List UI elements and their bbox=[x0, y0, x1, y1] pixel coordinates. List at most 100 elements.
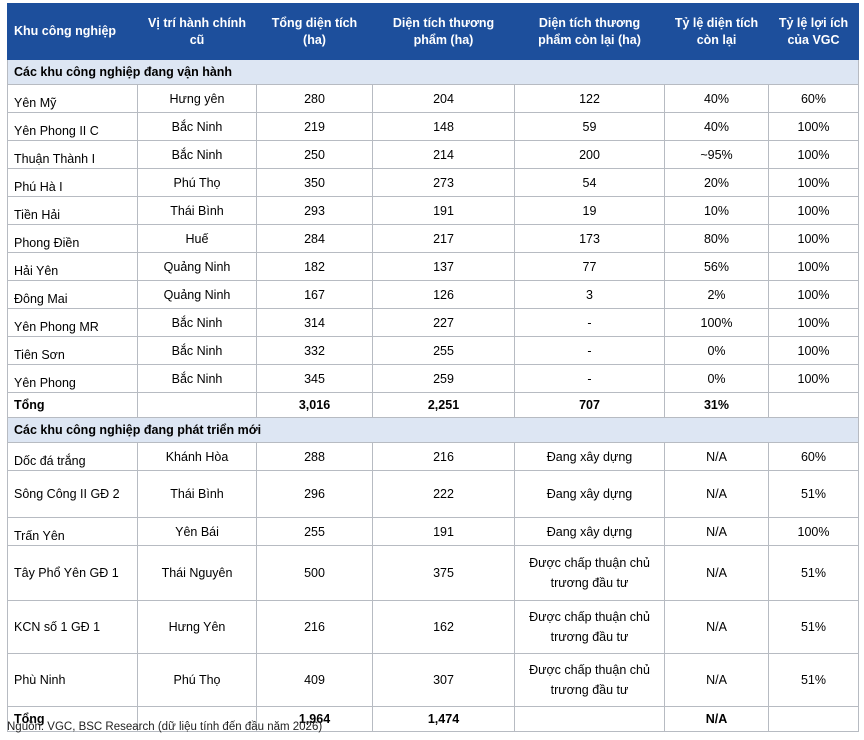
cell-location: Bắc Ninh bbox=[137, 364, 257, 393]
cell-remaining-ratio: 10% bbox=[664, 196, 769, 225]
table-row: KCN số 1 GĐ 1 Hưng Yên 216 162 Được chấp… bbox=[7, 600, 859, 654]
cell-vgc-interest: 100% bbox=[768, 224, 859, 253]
cell-remaining-area: 54 bbox=[514, 168, 665, 197]
cell-location: Quảng Ninh bbox=[137, 280, 257, 309]
table-row: Yên Phong Bắc Ninh 345 259 - 0% 100% bbox=[7, 364, 859, 393]
cell-total-area: 288 bbox=[256, 442, 373, 471]
cell-vgc-interest: 100% bbox=[768, 168, 859, 197]
industrial-park-table-container: Khu công nghiệp Vị trí hành chính cũ Tổn… bbox=[7, 3, 859, 732]
cell-location: Hưng yên bbox=[137, 84, 257, 113]
cell-total-area: 350 bbox=[256, 168, 373, 197]
cell-vgc-interest: 51% bbox=[768, 545, 859, 601]
cell-vgc-interest: 100% bbox=[768, 308, 859, 337]
cell-park-name: Yên Phong bbox=[7, 364, 138, 393]
cell-park-name: Sông Công II GĐ 2 bbox=[7, 470, 138, 518]
cell-commercial-area: 227 bbox=[372, 308, 515, 337]
section-operating-header: Các khu công nghiệp đang vận hành bbox=[7, 59, 859, 85]
cell-vgc-interest: 100% bbox=[768, 336, 859, 365]
cell-vgc-interest bbox=[768, 392, 859, 418]
cell-location: Hưng Yên bbox=[137, 600, 257, 654]
cell-commercial-area: 273 bbox=[372, 168, 515, 197]
cell-remaining-ratio: 0% bbox=[664, 336, 769, 365]
cell-park-name: Tiên Sơn bbox=[7, 336, 138, 365]
cell-park-name: Trấn Yên bbox=[7, 517, 138, 546]
cell-vgc-interest: 60% bbox=[768, 84, 859, 113]
section-title: Các khu công nghiệp đang phát triển mới bbox=[7, 417, 859, 443]
cell-remaining-area: 173 bbox=[514, 224, 665, 253]
cell-remaining-area: - bbox=[514, 336, 665, 365]
cell-total-area: 250 bbox=[256, 140, 373, 169]
cell-remaining-area: 3 bbox=[514, 280, 665, 309]
table-row: Phú Hà I Phú Thọ 350 273 54 20% 100% bbox=[7, 168, 859, 197]
header-vgc-interest: Tỷ lệ lợi ích của VGC bbox=[768, 3, 859, 60]
cell-location: Thái Bình bbox=[137, 196, 257, 225]
table-row: Dốc đá trắng Khánh Hòa 288 216 Đang xây … bbox=[7, 442, 859, 471]
cell-location: Huế bbox=[137, 224, 257, 253]
cell-total-area: 280 bbox=[256, 84, 373, 113]
table-row: Yên Phong II C Bắc Ninh 219 148 59 40% 1… bbox=[7, 112, 859, 141]
table-header: Khu công nghiệp Vị trí hành chính cũ Tổn… bbox=[7, 3, 859, 60]
cell-remaining-area: - bbox=[514, 308, 665, 337]
cell-park-name: Phú Hà I bbox=[7, 168, 138, 197]
cell-commercial-area: 148 bbox=[372, 112, 515, 141]
table-row: Phong Điền Huế 284 217 173 80% 100% bbox=[7, 224, 859, 253]
cell-total-area: 296 bbox=[256, 470, 373, 518]
cell-total-area: 255 bbox=[256, 517, 373, 546]
cell-vgc-interest bbox=[768, 706, 859, 732]
cell-remaining-ratio: N/A bbox=[664, 545, 769, 601]
table-row: Trấn Yên Yên Bái 255 191 Đang xây dựng N… bbox=[7, 517, 859, 546]
cell-location: Bắc Ninh bbox=[137, 112, 257, 141]
cell-commercial-area: 214 bbox=[372, 140, 515, 169]
cell-remaining-ratio: 40% bbox=[664, 112, 769, 141]
cell-remaining-ratio: N/A bbox=[664, 653, 769, 707]
cell-commercial-area: 255 bbox=[372, 336, 515, 365]
cell-remaining-area: 707 bbox=[514, 392, 665, 418]
cell-park-name: Phù Ninh bbox=[7, 653, 138, 707]
cell-remaining-ratio: N/A bbox=[664, 517, 769, 546]
cell-remaining-ratio: N/A bbox=[664, 442, 769, 471]
cell-total-area: 182 bbox=[256, 252, 373, 281]
cell-commercial-area: 137 bbox=[372, 252, 515, 281]
cell-remaining-area: Đang xây dựng bbox=[514, 517, 665, 546]
cell-vgc-interest: 51% bbox=[768, 653, 859, 707]
cell-remaining-area: Đang xây dựng bbox=[514, 470, 665, 518]
cell-park-name: Yên Phong MR bbox=[7, 308, 138, 337]
cell-total-area: 3,016 bbox=[256, 392, 373, 418]
cell-total-area: 167 bbox=[256, 280, 373, 309]
cell-commercial-area: 191 bbox=[372, 196, 515, 225]
cell-park-name: Thuận Thành I bbox=[7, 140, 138, 169]
cell-location: Bắc Ninh bbox=[137, 308, 257, 337]
cell-vgc-interest: 51% bbox=[768, 600, 859, 654]
cell-location: Phú Thọ bbox=[137, 653, 257, 707]
cell-remaining-ratio: N/A bbox=[664, 706, 769, 732]
cell-commercial-area: 216 bbox=[372, 442, 515, 471]
cell-remaining-area: 19 bbox=[514, 196, 665, 225]
cell-remaining-area: Được chấp thuận chủ trương đầu tư bbox=[514, 545, 665, 601]
cell-vgc-interest: 100% bbox=[768, 252, 859, 281]
cell-total-area: 314 bbox=[256, 308, 373, 337]
cell-total-area: 1,964 bbox=[256, 706, 373, 732]
cell-total-area: 332 bbox=[256, 336, 373, 365]
cell-remaining-ratio: 2% bbox=[664, 280, 769, 309]
header-location: Vị trí hành chính cũ bbox=[137, 3, 257, 60]
cell-remaining-ratio: 20% bbox=[664, 168, 769, 197]
table-row: Tây Phổ Yên GĐ 1 Thái Nguyên 500 375 Đượ… bbox=[7, 545, 859, 601]
cell-total-area: 293 bbox=[256, 196, 373, 225]
cell-park-name: Tây Phổ Yên GĐ 1 bbox=[7, 545, 138, 601]
cell-remaining-area: Được chấp thuận chủ trương đầu tư bbox=[514, 653, 665, 707]
cell-park-name: Dốc đá trắng bbox=[7, 442, 138, 471]
section-developing-header: Các khu công nghiệp đang phát triển mới bbox=[7, 417, 859, 443]
cell-total-area: 345 bbox=[256, 364, 373, 393]
cell-location: Phú Thọ bbox=[137, 168, 257, 197]
table-row: Sông Công II GĐ 2 Thái Bình 296 222 Đang… bbox=[7, 470, 859, 518]
cell-location: Quảng Ninh bbox=[137, 252, 257, 281]
cell-total-area: 216 bbox=[256, 600, 373, 654]
cell-remaining-ratio: 31% bbox=[664, 392, 769, 418]
cell-vgc-interest: 100% bbox=[768, 280, 859, 309]
cell-remaining-area: 122 bbox=[514, 84, 665, 113]
cell-park-name: Yên Phong II C bbox=[7, 112, 138, 141]
table-row: Yên Mỹ Hưng yên 280 204 122 40% 60% bbox=[7, 84, 859, 113]
cell-vgc-interest: 100% bbox=[768, 112, 859, 141]
cell-commercial-area: 2,251 bbox=[372, 392, 515, 418]
cell-commercial-area: 259 bbox=[372, 364, 515, 393]
